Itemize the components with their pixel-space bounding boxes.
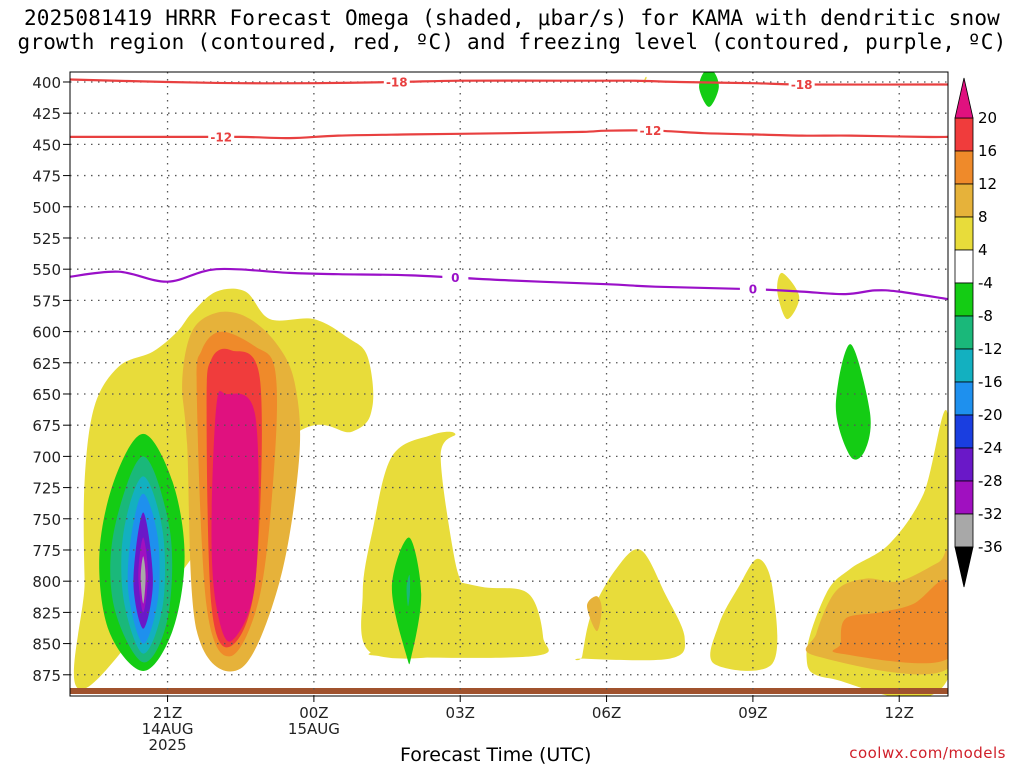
omega-region-m8_m4-22 — [391, 537, 422, 665]
colorbar-label-13: -36 — [978, 538, 1003, 556]
source-credit[interactable]: coolwx.com/models — [849, 744, 1006, 762]
omega-region-m8_m4-24 — [835, 344, 871, 460]
colorbar-box-m12_m8 — [954, 315, 974, 350]
freezing-level-label-bg-1 — [739, 282, 766, 297]
chart-title-line-1: 2025081419 HRRR Forecast Omega (shaded, … — [23, 6, 1001, 30]
isotherm-m18-label-bg-1 — [788, 77, 815, 92]
y-tick-label-625: 625 — [32, 355, 61, 373]
colorbar-bottom-arrow — [954, 546, 974, 588]
y-tick-label-450: 450 — [32, 136, 61, 154]
omega-region-m8_m4-25 — [699, 72, 719, 107]
colorbar-box-m36_m32 — [954, 513, 974, 548]
y-tick-label-700: 700 — [32, 448, 61, 466]
isotherm-m18-label-bg-0 — [383, 74, 410, 89]
y-tick-label-525: 525 — [32, 230, 61, 248]
x-axis-title: Forecast Time (UTC) — [400, 744, 592, 766]
x-tick-label-09Z-0: 09Z — [738, 704, 767, 722]
colorbar-label-1: 16 — [978, 142, 997, 160]
colorbar-label-7: -12 — [978, 340, 1003, 358]
axes: 400 425 450 475 500 525 550 575 600 625 650 675 700 7… — [32, 71, 949, 754]
colorbar-box-m8_m4 — [954, 282, 974, 317]
colorbar-box-m16_m12 — [954, 348, 974, 383]
y-tick-label-800: 800 — [32, 573, 61, 591]
x-tick-label-00Z-0: 00Z — [299, 704, 328, 722]
x-tick-label-21Z-0: 21Z — [153, 704, 182, 722]
colorbar: 20 16 12 8 4 -4 -8 -12 -16 -20 -24 -28 -32 -36 — [954, 77, 1003, 588]
colorbar-label-5: -4 — [978, 274, 993, 292]
isotherm-m12-label-bg-1 — [637, 123, 664, 138]
omega-region-m36_m32-21 — [140, 556, 146, 604]
omega-region-4_8-6 — [777, 272, 800, 320]
omega-region-gt20-14 — [211, 390, 259, 642]
x-tick-label-00Z-1: 15AUG — [288, 720, 340, 738]
y-tick-label-500: 500 — [32, 199, 61, 217]
isotherm-m18 — [70, 78, 948, 86]
x-tick-label-21Z-1: 14AUG — [142, 720, 194, 738]
freezing-level-label-bg-0 — [442, 270, 469, 285]
omega-shading — [70, 72, 948, 696]
colorbar-box-8_12 — [954, 183, 974, 218]
y-tick-label-825: 825 — [32, 604, 61, 622]
isotherm-m12-label-0: -12 — [210, 130, 232, 144]
temperature-contours: -18 -18 -12 -12 0 0 — [70, 74, 948, 301]
y-tick-label-675: 675 — [32, 417, 61, 435]
colorbar-box-12_16 — [954, 150, 974, 185]
omega-region-4_8-3 — [575, 549, 686, 661]
isotherm-m18-label-1: -18 — [791, 78, 813, 92]
colorbar-box-16_20 — [954, 117, 974, 152]
freezing-level-label-0: 0 — [451, 271, 459, 285]
omega-region-4_8-4 — [710, 558, 778, 671]
x-tick-label-06Z-0: 06Z — [592, 704, 621, 722]
colorbar-label-8: -16 — [978, 373, 1003, 391]
colorbar-label-12: -32 — [978, 505, 1003, 523]
freezing-level-label-1: 0 — [749, 283, 757, 297]
colorbar-box-m20_m16 — [954, 381, 974, 416]
colorbar-box-m32_m28 — [954, 480, 974, 515]
y-tick-label-775: 775 — [32, 542, 61, 560]
y-tick-label-400: 400 — [32, 74, 61, 92]
colorbar-box-m28_m24 — [954, 447, 974, 482]
colorbar-label-11: -28 — [978, 472, 1003, 490]
ground-strip — [70, 688, 948, 694]
colorbar-label-6: -8 — [978, 307, 993, 325]
colorbar-box-m24_m20 — [954, 414, 974, 449]
colorbar-top-arrow — [954, 77, 974, 119]
freezing-level — [70, 267, 948, 301]
chart-title: 2025081419 HRRR Forecast Omega (shaded, … — [0, 6, 1024, 54]
isotherm-m18-label-0: -18 — [386, 75, 408, 89]
chart-title-line-2: growth region (contoured, red, ºC) and f… — [17, 30, 1007, 54]
isotherm-m12-label-1: -12 — [640, 124, 662, 138]
colorbar-label-3: 8 — [978, 208, 988, 226]
colorbar-label-2: 12 — [978, 175, 997, 193]
y-tick-label-600: 600 — [32, 324, 61, 342]
y-tick-label-575: 575 — [32, 292, 61, 310]
colorbar-label-10: -24 — [978, 439, 1003, 457]
x-tick-label-21Z-2: 2025 — [148, 736, 186, 754]
omega-region-12_16-12 — [832, 579, 948, 664]
omega-region-m12_m8-23 — [406, 574, 411, 607]
colorbar-box-4_8 — [954, 216, 974, 251]
colorbar-box-neutral — [954, 249, 974, 284]
y-tick-label-875: 875 — [32, 667, 61, 685]
x-tick-label-03Z-0: 03Z — [446, 704, 475, 722]
colorbar-label-0: 20 — [978, 109, 997, 127]
y-tick-label-550: 550 — [32, 261, 61, 279]
x-tick-label-12Z-0: 12Z — [885, 704, 914, 722]
colorbar-label-4: 4 — [978, 241, 988, 259]
isotherm-m12 — [70, 129, 948, 140]
colorbar-label-9: -20 — [978, 406, 1003, 424]
omega-region-8_12-10 — [587, 596, 602, 632]
isotherm-m12-label-bg-0 — [208, 129, 235, 144]
y-tick-label-750: 750 — [32, 511, 61, 529]
plot-frame — [69, 71, 949, 697]
y-tick-label-425: 425 — [32, 105, 61, 123]
y-tick-label-850: 850 — [32, 636, 61, 654]
y-tick-label-475: 475 — [32, 168, 61, 186]
y-tick-label-725: 725 — [32, 480, 61, 498]
y-tick-label-650: 650 — [32, 386, 61, 404]
